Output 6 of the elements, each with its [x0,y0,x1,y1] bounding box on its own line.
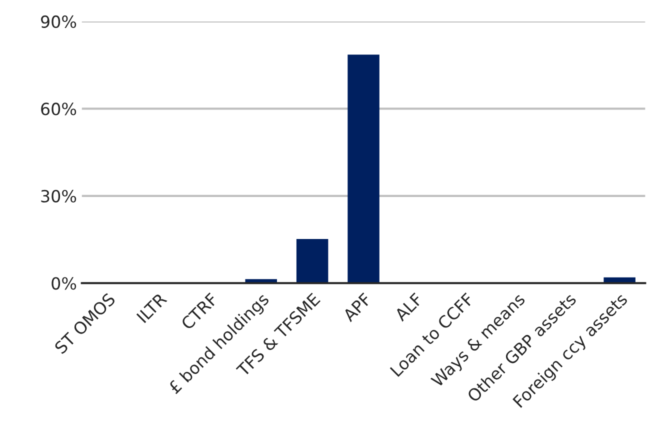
bar [296,238,328,284]
y-tick-label: 60% [41,102,76,116]
y-tick-label: 90% [41,15,76,28]
y-tick-label: 30% [41,190,76,202]
y-tick-label: 0% [52,277,76,290]
bar [348,54,380,284]
